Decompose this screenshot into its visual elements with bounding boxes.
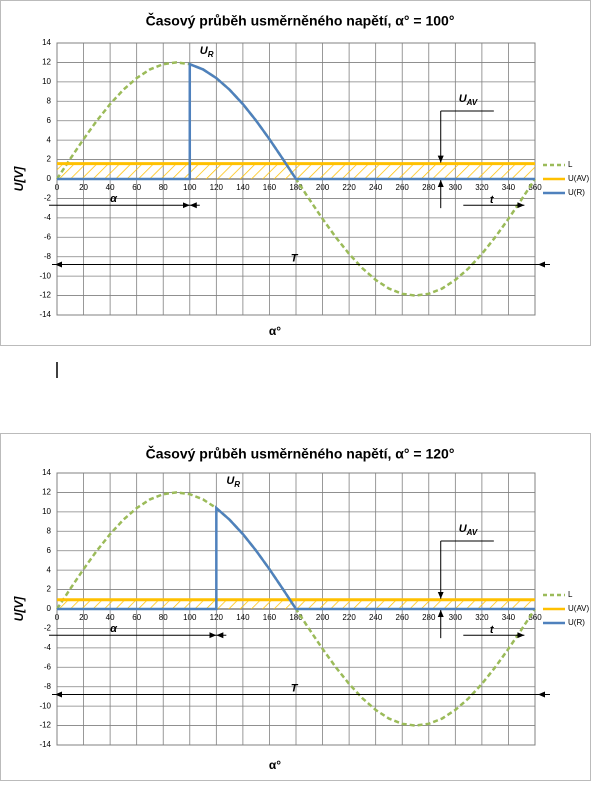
- annotation: UAV: [459, 93, 478, 107]
- legend-label: U(R): [568, 188, 585, 197]
- y-tick-label: 2: [47, 155, 52, 164]
- y-tick-label: 14: [42, 38, 51, 47]
- y-tick-label: 6: [47, 116, 52, 125]
- legend-label: U(AV): [568, 174, 590, 183]
- y-tick-label: -10: [39, 701, 51, 710]
- y-tick-label: -12: [39, 721, 51, 730]
- y-tick-label: -8: [44, 682, 52, 691]
- series-line: [57, 505, 535, 611]
- annotation: T: [291, 253, 299, 265]
- annotation-sub: AV: [466, 98, 478, 107]
- legend-label: U(AV): [568, 604, 590, 613]
- y-tick-label: -6: [44, 662, 52, 671]
- y-tick-label: -8: [44, 252, 52, 261]
- annotation-main: U: [459, 523, 468, 535]
- y-tick-label: 4: [47, 135, 52, 144]
- y-tick-label: -4: [44, 213, 52, 222]
- y-tick-label: 0: [47, 174, 52, 183]
- y-tick-label: 6: [47, 546, 52, 555]
- annotation: t: [490, 624, 495, 636]
- y-tick-label: 12: [42, 58, 51, 67]
- y-tick-label: -10: [39, 271, 51, 280]
- annotation: UAV: [459, 523, 478, 537]
- annotation: T: [291, 683, 299, 695]
- y-tick-label: 8: [47, 526, 52, 535]
- annotation: UR: [200, 45, 214, 59]
- y-tick-label: -12: [39, 291, 51, 300]
- annotation: UR: [226, 475, 240, 489]
- y-tick-label: -4: [44, 643, 52, 652]
- annotation-main: U: [226, 475, 235, 487]
- legend-label: L: [568, 160, 573, 169]
- y-axis-label: U[V]: [12, 166, 26, 192]
- hatch-area: [57, 163, 535, 179]
- y-tick-label: -2: [44, 624, 52, 633]
- x-axis-label: α°: [269, 758, 281, 772]
- y-tick-label: 8: [47, 96, 52, 105]
- annotation-sub: R: [208, 50, 214, 59]
- annotation: α: [110, 193, 118, 205]
- y-tick-label: 2: [47, 585, 52, 594]
- x-axis-label: α°: [269, 324, 281, 338]
- series-line: [57, 62, 535, 181]
- y-tick-label: 0: [47, 604, 52, 613]
- y-axis-label: U[V]: [12, 596, 26, 622]
- legend-label: L: [568, 590, 573, 599]
- y-tick-label: 10: [42, 507, 51, 516]
- annotation-sub: R: [234, 480, 240, 489]
- annotation: t: [490, 194, 495, 206]
- y-tick-label: 12: [42, 488, 51, 497]
- annotation: α: [110, 623, 118, 635]
- hatch-area: [57, 599, 535, 609]
- annotation-sub: AV: [466, 528, 478, 537]
- legend-label: U(R): [568, 618, 585, 627]
- chart-title: Časový průběh usměrněného napětí, α° = 1…: [146, 445, 455, 462]
- y-tick-label: 4: [47, 565, 52, 574]
- y-tick-label: -6: [44, 232, 52, 241]
- annotation-main: U: [459, 93, 468, 105]
- chart-title: Časový průběh usměrněného napětí, α° = 1…: [146, 12, 455, 29]
- annotation-main: U: [200, 45, 209, 57]
- y-tick-label: -14: [39, 740, 51, 749]
- y-tick-label: -14: [39, 310, 51, 319]
- y-tick-label: 10: [42, 77, 51, 86]
- y-tick-label: -2: [44, 194, 52, 203]
- y-tick-label: 14: [42, 468, 51, 477]
